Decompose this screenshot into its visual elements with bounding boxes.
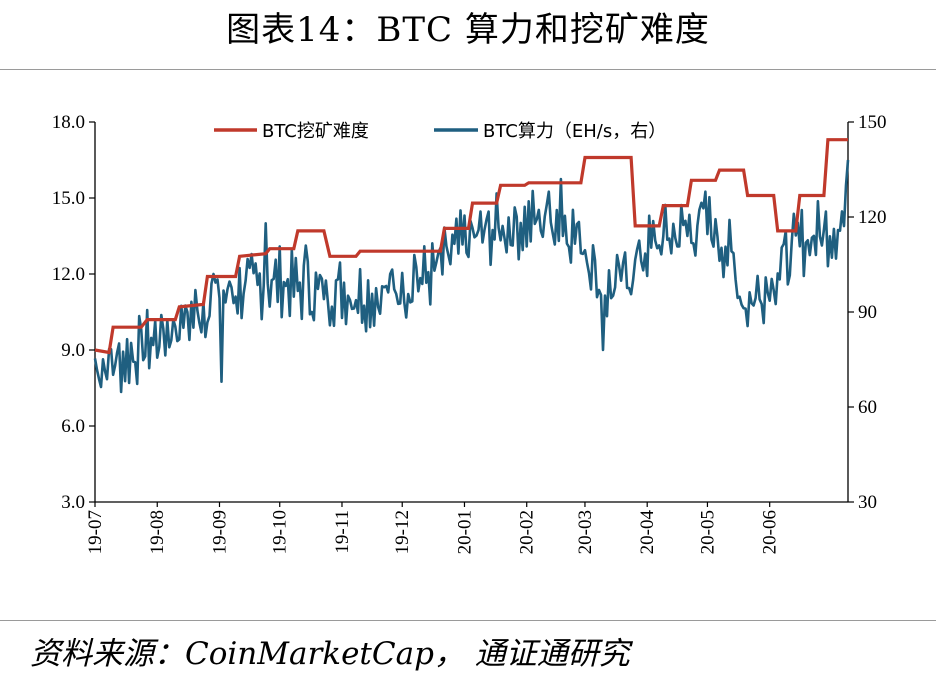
chart-title: 图表14：BTC 算力和挖矿难度 [226,10,710,50]
x-tick-label: 20-04 [637,510,658,555]
x-tick-label: 20-02 [517,510,538,554]
chart-svg: 3.0 6.0 9.0 12.0 15.0 18.0 30 60 90 120 150 19-07 19… [52,112,887,554]
y-tick-label-right: 150 [858,112,887,133]
x-tick-label: 19-12 [392,510,413,554]
series-hashrate [93,159,850,394]
top-divider [0,69,936,70]
difficulty-line [94,138,848,355]
x-tick-label: 19-10 [270,510,291,554]
x-tick-label: 19-09 [209,510,230,554]
x-tick-label: 20-06 [760,510,781,554]
y-tick-label-left: 3.0 [61,492,85,513]
legend-label-hashrate: BTC算力（EH/s，右） [483,121,666,142]
y-tick-label-left: 12.0 [52,264,85,285]
x-tick-label: 20-01 [454,510,475,554]
legend-label-difficulty: BTC挖矿难度 [262,121,369,142]
series-difficulty [94,138,848,355]
y-tick-label-right: 60 [858,397,877,418]
x-tick-label: 19-11 [332,510,353,554]
source-note: 资料来源：CoinMarketCap， 通证通研究 [30,636,630,672]
y-tick-label-left: 9.0 [61,340,85,361]
y-tick-label-left: 15.0 [52,188,85,209]
x-tick-label: 20-03 [575,510,596,554]
x-tick-label: 19-08 [147,510,168,554]
bottom-divider [0,620,936,621]
chart-legend: BTC挖矿难度 BTC算力（EH/s，右） [214,121,666,142]
y-tick-label-left: 18.0 [52,112,85,133]
hashrate-line [93,159,850,394]
y-tick-label-left: 6.0 [61,416,85,437]
y-tick-label-right: 30 [858,492,877,513]
y-tick-label-right: 120 [858,207,887,228]
x-tick-label: 20-05 [697,510,718,554]
chart-axes: 3.0 6.0 9.0 12.0 15.0 18.0 30 60 90 120 150 19-07 19… [52,112,887,554]
x-tick-label: 19-07 [85,510,106,554]
y-tick-label-right: 90 [858,302,877,323]
